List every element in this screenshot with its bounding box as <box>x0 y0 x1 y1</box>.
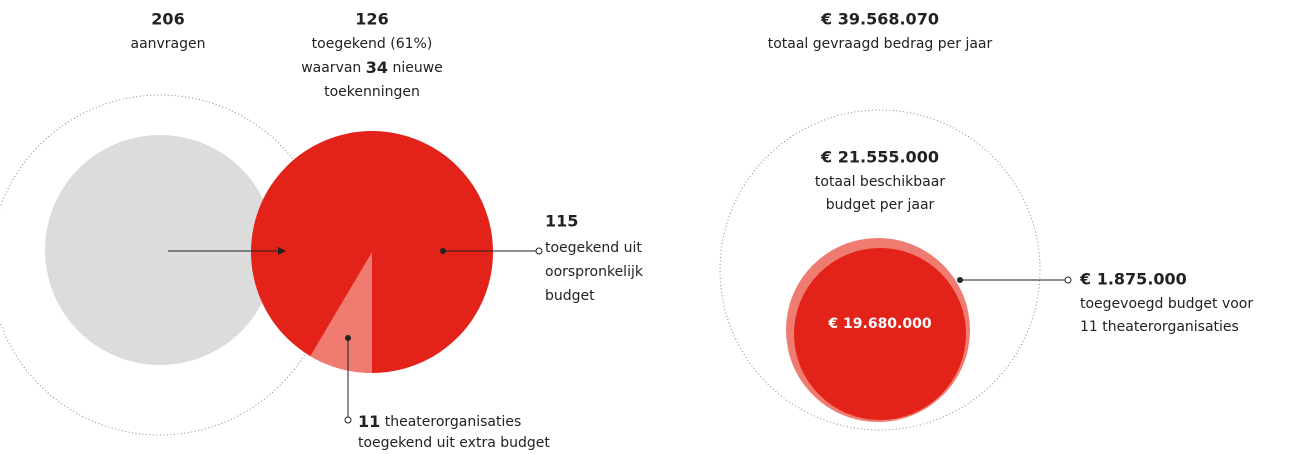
label: toekenningen <box>324 84 420 100</box>
base-circle <box>794 248 966 420</box>
label: toegekend uit <box>545 240 642 256</box>
pointer-end <box>344 416 352 424</box>
label: oorspronkelijk <box>545 264 644 280</box>
requested-outline <box>719 109 1041 431</box>
label: 11 theaterorganisaties <box>1080 319 1239 335</box>
label: totaal gevraagd bedrag per jaar <box>768 36 993 52</box>
pointer-end <box>1064 276 1072 284</box>
requests-circle <box>45 135 275 365</box>
number: 206 <box>151 10 184 29</box>
amount: € 21.555.000 <box>820 148 939 167</box>
amount: € 39.568.070 <box>820 10 939 29</box>
label: toegevoegd budget voor <box>1080 296 1253 312</box>
text: theaterorganisaties <box>385 414 522 430</box>
number: 34 <box>366 58 388 77</box>
extra-wedge <box>310 252 372 374</box>
label: totaal beschikbaar <box>815 174 945 190</box>
number: 11 <box>358 412 380 431</box>
label: budget <box>545 288 595 304</box>
label: toegekend (61%) <box>312 36 433 52</box>
label: aanvragen <box>130 36 205 52</box>
text: waarvan <box>301 60 361 76</box>
label: toegekend uit extra budget <box>358 435 550 451</box>
number: 115 <box>545 212 578 231</box>
label: waarvan 34 nieuwe <box>301 58 443 77</box>
amount: € 1.875.000 <box>1079 270 1187 289</box>
pointer-end <box>535 247 543 255</box>
label: 11 theaterorganisaties <box>358 412 521 431</box>
amount: € 19.680.000 <box>827 316 931 332</box>
label: budget per jaar <box>826 197 935 213</box>
text: nieuwe <box>392 60 442 76</box>
number: 126 <box>355 10 388 29</box>
